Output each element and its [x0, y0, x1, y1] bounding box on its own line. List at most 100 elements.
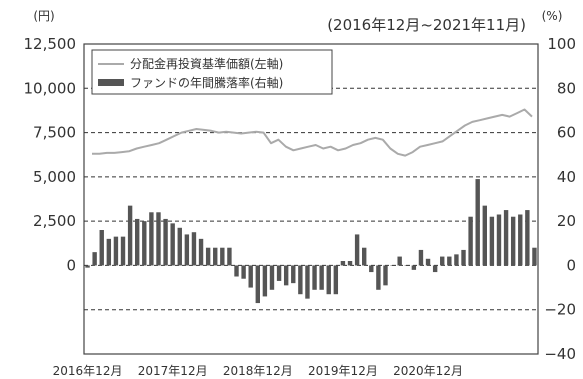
- bar: [461, 249, 466, 266]
- gridlines: [84, 87, 538, 311]
- bar: [276, 265, 282, 281]
- left-tick-label: 2,500: [33, 212, 76, 230]
- x-tick-label: 2017年12月: [138, 364, 208, 378]
- bar: [362, 247, 367, 266]
- x-tick-label: 2020年12月: [393, 364, 463, 378]
- right-tick-label: −40: [544, 345, 576, 363]
- bar: [347, 261, 353, 266]
- legend-bar-label: ファンドの年間騰落率(右軸): [130, 75, 283, 90]
- bar: [135, 218, 140, 266]
- right-tick-label: 0: [566, 256, 576, 274]
- right-tick-label: 60: [557, 124, 576, 142]
- bar: [120, 236, 126, 266]
- bar: [369, 265, 374, 273]
- bar: [340, 261, 346, 266]
- line-series: [92, 108, 533, 157]
- bar: [269, 265, 275, 290]
- left-tick-label: 0: [66, 256, 76, 274]
- value-line: [92, 108, 533, 157]
- bar: [213, 247, 218, 266]
- bar: [397, 256, 402, 266]
- bar: [482, 205, 487, 266]
- bar: [92, 252, 97, 266]
- bar: [191, 232, 197, 266]
- bar: [319, 265, 324, 290]
- left-tick-label: 5,000: [33, 168, 76, 186]
- bar: [411, 265, 417, 270]
- bar: [170, 223, 175, 266]
- bar: [518, 214, 523, 266]
- bar: [248, 265, 253, 288]
- left-tick-label: 7,500: [33, 124, 76, 142]
- bar: [142, 221, 147, 266]
- bar: [127, 205, 133, 266]
- period-label: (2016年12月~2021年11月): [327, 16, 526, 34]
- bar: [312, 265, 317, 290]
- bar-series: [85, 179, 537, 304]
- left-tick-label: 12,500: [24, 35, 77, 53]
- x-axis-ticks: 2016年12月 2017年12月 2018年12月 2019年12月 2020年12月: [53, 364, 463, 378]
- bar: [489, 216, 495, 266]
- bar: [454, 254, 459, 266]
- bar: [510, 216, 516, 266]
- legend-bar-swatch: [98, 79, 124, 86]
- bar: [404, 265, 409, 266]
- bar: [475, 179, 480, 266]
- bar: [425, 258, 431, 266]
- bar: [503, 210, 509, 266]
- right-tick-label: 100: [547, 35, 576, 53]
- bar: [447, 256, 452, 266]
- right-axis-unit: (%): [542, 9, 563, 23]
- bar: [255, 265, 260, 304]
- bar: [383, 265, 388, 286]
- bar: [418, 249, 424, 266]
- bar: [532, 247, 537, 266]
- right-tick-label: −20: [544, 301, 576, 319]
- plot-area: [83, 43, 539, 355]
- bar: [99, 230, 104, 266]
- x-tick-label: 2016年12月: [53, 364, 123, 378]
- legend: 分配金再投資基準価額(左軸) ファンドの年間騰落率(右軸): [91, 49, 333, 95]
- bar: [376, 265, 381, 290]
- right-axis-ticks: 100 80 60 40 20 0 −20 −40: [544, 35, 576, 363]
- x-tick-label: 2018年12月: [223, 364, 293, 378]
- legend-line-label: 分配金再投資基準価額(左軸): [130, 56, 283, 71]
- bar: [113, 236, 119, 266]
- bar: [298, 265, 303, 295]
- bar: [184, 234, 190, 266]
- bar: [177, 227, 182, 266]
- bar: [227, 247, 232, 266]
- left-axis-ticks: 12,500 10,000 7,500 5,000 2,500 0: [24, 35, 77, 274]
- bar: [354, 234, 360, 266]
- legend-box: [91, 49, 333, 95]
- left-tick-label: 10,000: [24, 79, 77, 97]
- bar: [198, 238, 204, 266]
- bar: [262, 265, 268, 297]
- bar: [156, 212, 161, 266]
- bar: [432, 265, 438, 273]
- bar: [525, 210, 530, 266]
- bar: [326, 265, 331, 295]
- bar: [85, 265, 90, 268]
- bar: [149, 212, 154, 266]
- x-tick-label: 2019年12月: [308, 364, 378, 378]
- bar: [305, 265, 310, 299]
- right-tick-label: 80: [557, 79, 576, 97]
- bar: [220, 247, 225, 266]
- bar: [440, 256, 445, 266]
- bar: [390, 265, 395, 266]
- bar: [163, 218, 168, 266]
- bar: [106, 238, 112, 266]
- right-tick-label: 20: [557, 212, 576, 230]
- bar: [291, 265, 296, 284]
- bar: [283, 265, 289, 286]
- bar: [241, 265, 246, 279]
- bar: [333, 265, 339, 295]
- left-axis-unit: (円): [33, 9, 54, 23]
- bar: [205, 247, 211, 266]
- bar: [496, 214, 502, 266]
- bar: [468, 216, 473, 266]
- right-tick-label: 40: [557, 168, 576, 186]
- bar: [234, 265, 239, 277]
